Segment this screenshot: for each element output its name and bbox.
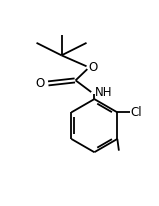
Text: Cl: Cl (131, 106, 142, 119)
Text: O: O (35, 77, 44, 90)
Text: O: O (88, 61, 97, 74)
Text: NH: NH (95, 86, 113, 99)
